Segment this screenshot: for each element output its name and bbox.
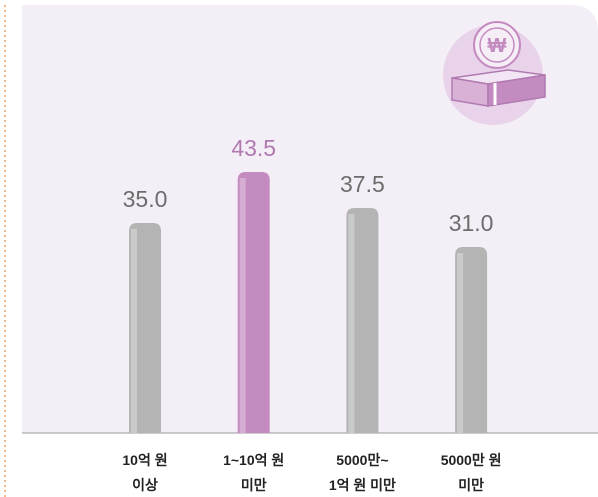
x-tick-label: 미만 — [241, 477, 267, 493]
bar-highlight — [348, 214, 355, 433]
value-label: 35.0 — [123, 186, 168, 212]
panel — [22, 5, 598, 433]
bar — [237, 172, 270, 433]
x-tick-label: 이상 — [132, 477, 158, 493]
value-label: 31.0 — [449, 210, 494, 236]
x-tick-label: 5000만~ — [336, 452, 388, 468]
value-label: 37.5 — [340, 171, 385, 197]
x-tick-label: 1억 원 미만 — [329, 477, 396, 493]
bar-highlight — [239, 178, 246, 433]
x-tick-label: 미만 — [458, 477, 484, 493]
x-tick-label: 1~10억 원 — [223, 452, 284, 468]
bar — [455, 247, 488, 433]
x-tick-label: 5000만 원 — [441, 452, 502, 468]
bar — [346, 208, 379, 433]
value-label: 43.5 — [231, 135, 276, 161]
bar-highlight — [457, 253, 464, 433]
bar-highlight — [131, 229, 137, 433]
svg-text:₩: ₩ — [488, 35, 507, 57]
bar — [129, 223, 161, 433]
x-tick-label: 10억 원 — [122, 452, 167, 468]
money-icon: ₩ — [443, 21, 546, 125]
